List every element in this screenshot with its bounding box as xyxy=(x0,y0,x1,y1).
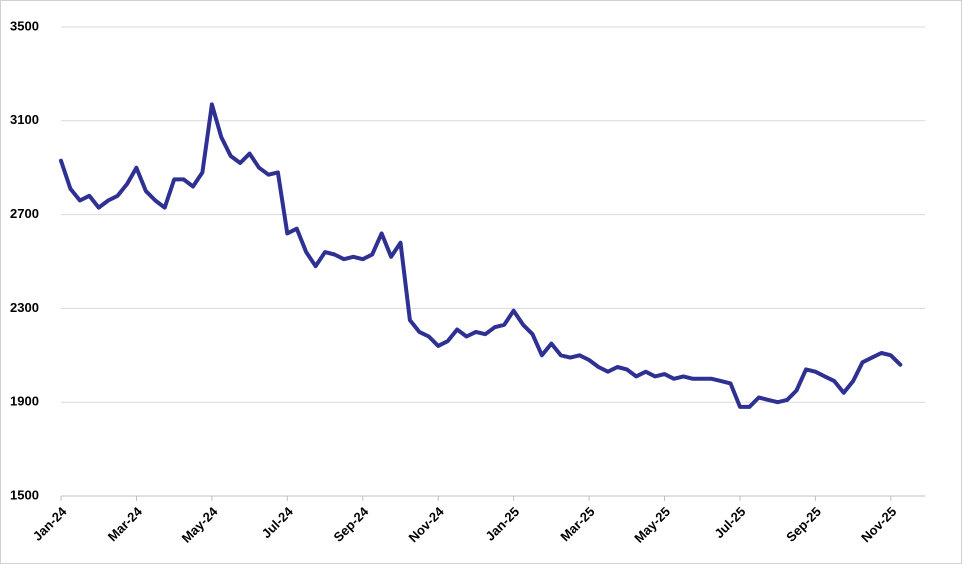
y-tick-label: 2700 xyxy=(10,206,39,221)
y-tick-label: 2300 xyxy=(10,300,39,315)
y-tick-label: 3500 xyxy=(10,18,39,33)
y-tick-label: 1500 xyxy=(10,487,39,502)
y-tick-label: 1900 xyxy=(10,394,39,409)
line xyxy=(59,102,903,409)
y-tick-label: 3100 xyxy=(10,112,39,127)
